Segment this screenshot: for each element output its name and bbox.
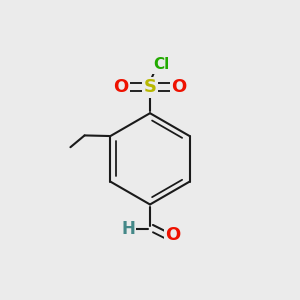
Text: O: O <box>171 78 187 96</box>
Text: Cl: Cl <box>153 57 170 72</box>
Text: O: O <box>113 78 129 96</box>
Text: S: S <box>143 78 157 96</box>
Text: O: O <box>165 226 181 244</box>
Text: H: H <box>121 220 135 238</box>
